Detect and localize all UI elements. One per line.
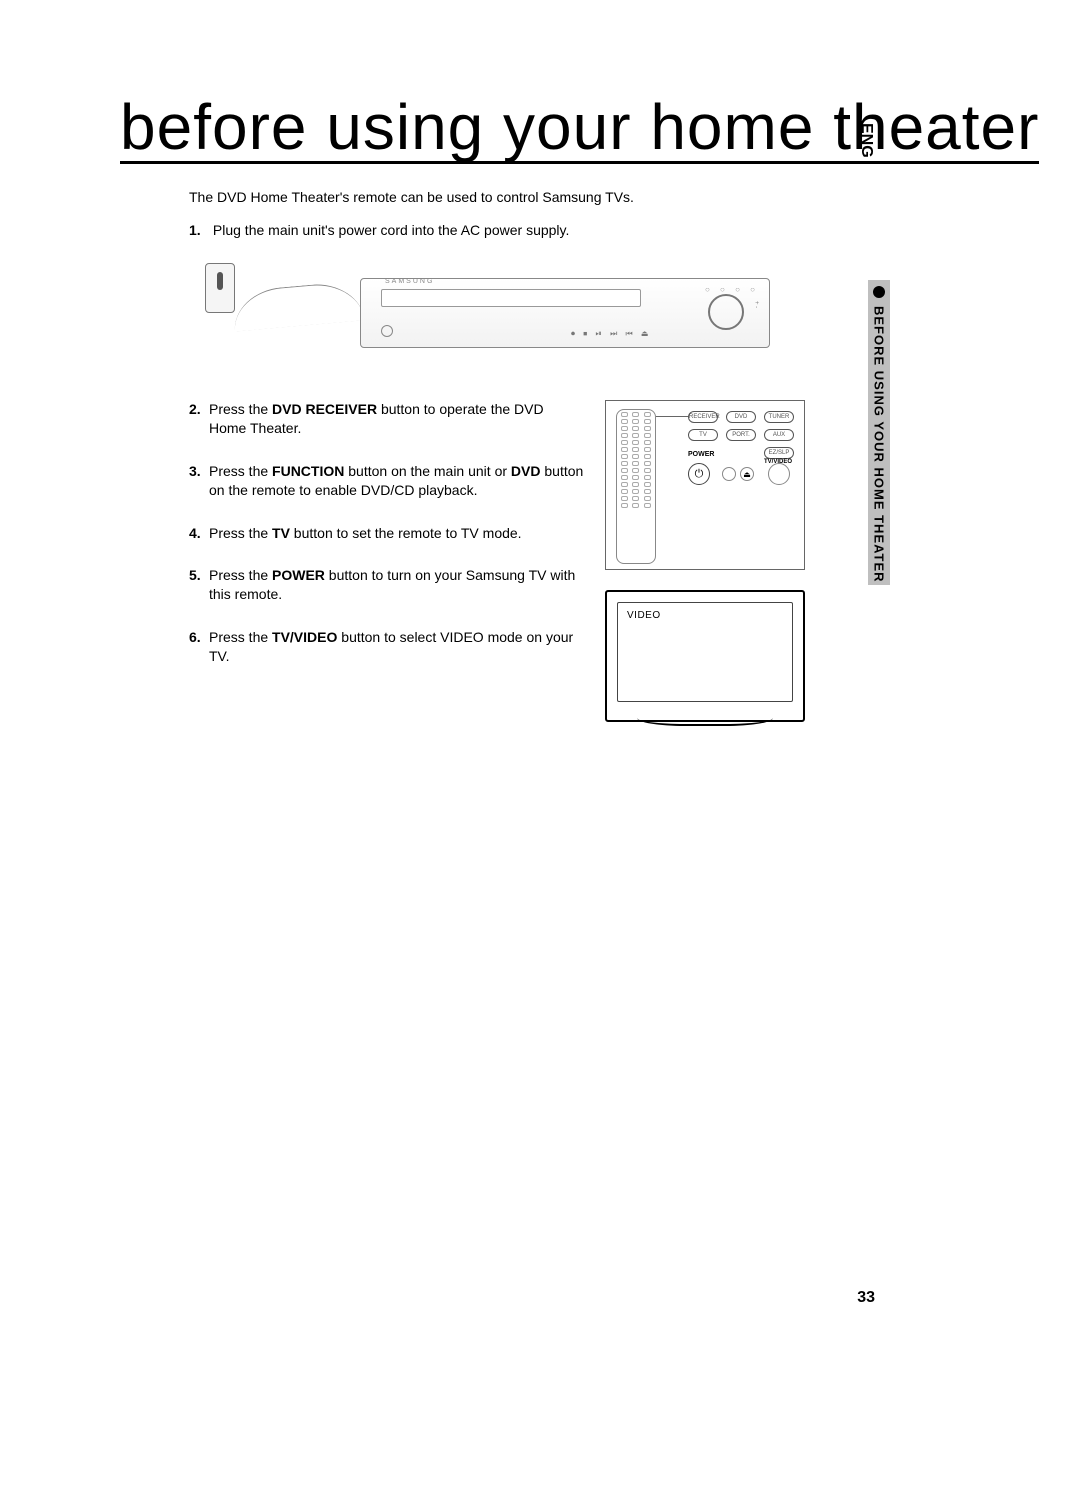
step-4-bold: TV: [272, 525, 290, 541]
unit-indicator-dots: ○ ○ ○ ○: [705, 285, 759, 294]
step-1-num: 1.: [189, 222, 209, 238]
step-3: 3. Press the FUNCTION button on the main…: [189, 462, 584, 500]
tv-button: TV: [688, 429, 718, 441]
power-plug-icon: [205, 263, 235, 313]
language-label: ENG: [857, 123, 875, 158]
intro-text: The DVD Home Theater's remote can be use…: [189, 189, 634, 205]
step-6-bold: TV/VIDEO: [272, 629, 337, 645]
page-number: 33: [857, 1289, 875, 1307]
step-6-pre: Press the: [209, 629, 272, 645]
step-5-num: 5.: [189, 566, 201, 585]
step-3-bold2: DVD: [511, 463, 541, 479]
page-title: before using your home theater: [120, 95, 1039, 164]
step-4-pre: Press the: [209, 525, 272, 541]
ez-slp-button: EZ/SLP: [764, 447, 794, 459]
small-button-1-icon: [722, 467, 736, 481]
step-2-num: 2.: [189, 400, 201, 419]
volume-dial-icon: [708, 294, 744, 330]
step-5-bold: POWER: [272, 567, 325, 583]
aux-button: AUX: [764, 429, 794, 441]
step-4-num: 4.: [189, 524, 201, 543]
step-2-pre: Press the: [209, 401, 272, 417]
step-3-pre: Press the: [209, 463, 272, 479]
step-3-mid: button on the main unit or: [344, 463, 511, 479]
step-2-bold: DVD RECEIVER: [272, 401, 377, 417]
disc-tray-icon: [381, 289, 641, 307]
remote-zoom-panel: RECEIVER DVD TUNER TV PORT. AUX EZ/SLP P…: [688, 409, 796, 489]
tv-diagram: VIDEO: [605, 590, 805, 722]
tv-base-icon: [637, 718, 773, 726]
tv-video-label: VIDEO: [627, 610, 661, 621]
port-button: PORT.: [726, 429, 756, 441]
step-6: 6. Press the TV/VIDEO button to select V…: [189, 628, 584, 666]
eject-button-icon: ⏏: [740, 467, 754, 481]
unit-illustration: SAMSUNG ○ ○ ○ ○ + - ⏺ ⏹ ⏯ ⏭ ⏮ ⏏: [195, 258, 775, 358]
manual-page: before using your home theater The DVD H…: [0, 0, 1080, 1492]
dvd-unit-icon: SAMSUNG ○ ○ ○ ○ + - ⏺ ⏹ ⏯ ⏭ ⏮ ⏏: [360, 278, 770, 348]
steps-list: 2. Press the DVD RECEIVER button to oper…: [189, 400, 584, 690]
volume-label: + -: [753, 301, 759, 308]
step-6-num: 6.: [189, 628, 201, 647]
remote-diagram: RECEIVER DVD TUNER TV PORT. AUX EZ/SLP P…: [605, 400, 805, 570]
tuner-button: TUNER: [764, 411, 794, 423]
step-2: 2. Press the DVD RECEIVER button to oper…: [189, 400, 584, 438]
step-3-num: 3.: [189, 462, 201, 481]
step-1-text: Plug the main unit's power cord into the…: [213, 222, 570, 238]
unit-power-icon: [381, 325, 393, 337]
step-1: 1. Plug the main unit's power cord into …: [189, 222, 569, 238]
power-cord-icon: [232, 280, 365, 331]
section-title: BEFORE USING YOUR HOME THEATER: [872, 306, 887, 583]
step-5: 5. Press the POWER button to turn on you…: [189, 566, 584, 604]
step-4: 4. Press the TV button to set the remote…: [189, 524, 584, 543]
step-3-bold1: FUNCTION: [272, 463, 344, 479]
dvd-button: DVD: [726, 411, 756, 423]
step-4-post: button to set the remote to TV mode.: [290, 525, 522, 541]
receiver-button: RECEIVER: [688, 411, 718, 423]
section-tab: BEFORE USING YOUR HOME THEATER: [868, 280, 890, 585]
bullet-icon: [873, 286, 885, 298]
power-label: POWER: [688, 451, 714, 458]
step-5-pre: Press the: [209, 567, 272, 583]
tvvideo-button-icon: [768, 463, 790, 485]
leader-line-icon: [656, 416, 691, 417]
unit-playback-icons: ⏺ ⏹ ⏯ ⏭ ⏮ ⏏: [571, 329, 651, 339]
unit-brand-label: SAMSUNG: [385, 278, 434, 285]
power-button-icon: ⏻: [688, 463, 710, 485]
remote-body-icon: [616, 409, 656, 564]
